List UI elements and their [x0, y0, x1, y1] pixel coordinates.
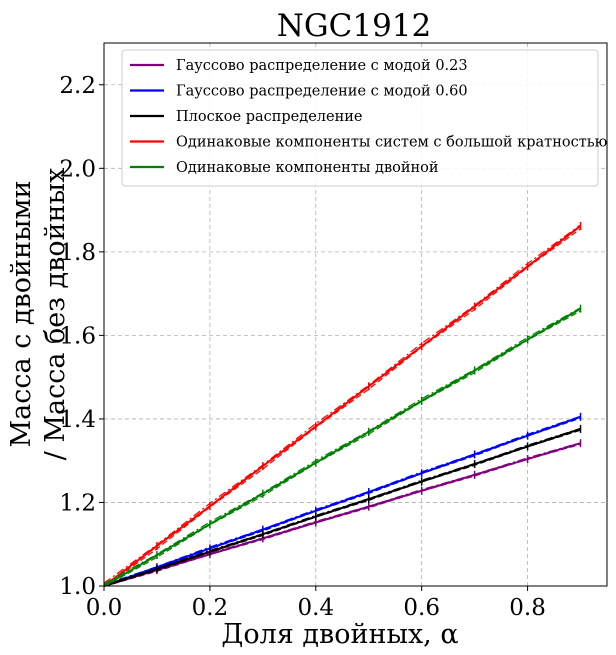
legend-box: [121, 49, 599, 187]
x-tick-label: 0.8: [509, 595, 546, 621]
legend-label: Гауссово распределение с модой 0.60: [176, 84, 468, 100]
legend-label: Одинаковые компоненты двойной: [176, 160, 439, 176]
series-dashed-line: [103, 228, 581, 588]
series-line: [103, 415, 581, 587]
series-layer: [103, 221, 582, 588]
x-axis-title: Доля двойных, α: [221, 619, 458, 650]
y-tick-label: 1.6: [59, 323, 96, 349]
legend: Гауссово распределение с модой 0.23 Гаусс…: [121, 49, 607, 187]
y-tick-label: 2.0: [59, 156, 96, 182]
series-dashed-line: [103, 310, 581, 588]
x-tick-label: 0.4: [298, 595, 335, 621]
y-axis-title-line1: Масса с двойными: [6, 181, 37, 448]
y-axis: 1.0 1.2 1.4 1.6 1.8 2.0 2.2: [59, 73, 104, 600]
legend-items: Гауссово распределение с модой 0.23 Гаусс…: [130, 58, 607, 176]
y-tick-label: 1.2: [59, 490, 96, 516]
series-dashdot-line: [103, 307, 581, 585]
x-tick-label: 0.6: [403, 595, 440, 621]
x-axis: 0.0 0.2 0.4 0.6 0.8: [86, 586, 546, 621]
legend-label: Одинаковые компоненты систем с большой к…: [176, 135, 607, 151]
legend-label: Гауссово распределение с модой 0.23: [176, 58, 468, 74]
y-tick-label: 2.2: [59, 73, 96, 99]
series-dashdot-line: [103, 224, 581, 584]
y-tick-label: 1.0: [59, 574, 96, 600]
x-tick-label: 0.2: [192, 595, 229, 621]
series-line: [103, 307, 582, 587]
chart-title: NGC1912: [277, 8, 432, 44]
series-line: [103, 225, 582, 587]
plot-frame: [103, 42, 608, 587]
y-tick-label: 1.4: [59, 407, 96, 433]
legend-label: Плоское распределение: [176, 109, 362, 125]
series-line: [103, 442, 581, 587]
y-tick-label: 1.8: [59, 240, 96, 266]
x-tick-label: 0.0: [86, 595, 123, 621]
y-axis-title-line2: / Масса без двойных: [40, 168, 71, 461]
series-line: [103, 427, 581, 587]
